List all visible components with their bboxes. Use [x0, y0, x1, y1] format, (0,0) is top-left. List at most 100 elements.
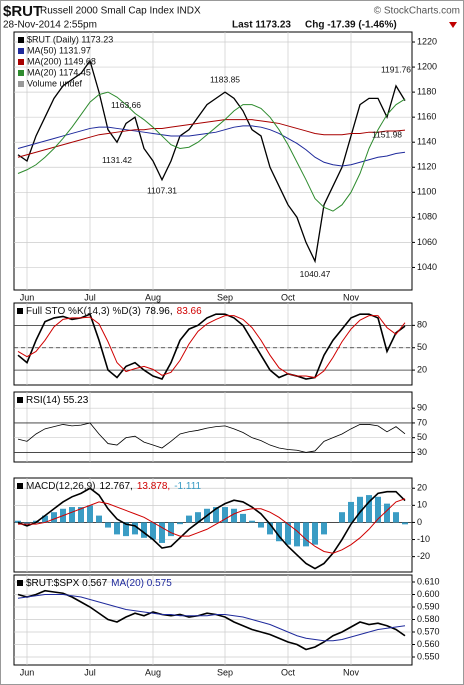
- histogram-bar: [312, 522, 318, 545]
- histogram-bar: [357, 496, 363, 523]
- series-line: [17, 315, 406, 379]
- y-tick-label: 80: [417, 320, 427, 330]
- histogram-bar: [141, 522, 147, 538]
- y-tick-label: 1120: [417, 162, 436, 172]
- histogram-bar: [42, 515, 48, 523]
- legend: MACD(12,26,9) 12.767, 13.878, -1.111: [26, 481, 202, 492]
- y-tick-label: 20: [417, 483, 427, 493]
- histogram-bar: [51, 512, 57, 523]
- legend-label: MA(20) 1174.45: [27, 67, 91, 77]
- histogram-bar: [177, 522, 183, 525]
- histogram-bar: [159, 522, 165, 543]
- y-tick-label: 0.590: [417, 601, 440, 611]
- x-tick-label: Nov: [343, 292, 360, 302]
- y-tick-label: 0.550: [417, 651, 440, 661]
- last: Last 1173.23: [232, 20, 291, 31]
- histogram-bar: [69, 507, 75, 523]
- histogram-bar: [168, 522, 174, 537]
- panel-frame: [13, 477, 413, 573]
- annotation: 1183.85: [210, 75, 240, 85]
- x-tick-label: Sep: [217, 667, 233, 677]
- legend-swatch: [18, 70, 24, 76]
- histogram-bar: [402, 522, 408, 525]
- annotation: 1040.47: [300, 269, 331, 279]
- legend-swatch: [18, 37, 24, 43]
- y-tick-label: 1060: [417, 237, 437, 247]
- x-tick-label: Aug: [145, 292, 161, 302]
- histogram-bar: [240, 513, 246, 523]
- legend-swatch: [18, 48, 24, 54]
- series-line: [18, 498, 406, 554]
- x-tick-label: Nov: [343, 667, 360, 677]
- series-line: [17, 594, 406, 642]
- x-tick-label: Oct: [281, 292, 296, 302]
- legend-swatch: [17, 483, 23, 489]
- x-tick-label: Jun: [20, 292, 35, 302]
- histogram-bar: [294, 522, 300, 547]
- legend-swatch: [18, 81, 24, 87]
- series-line: [17, 125, 406, 167]
- x-tick-label: Oct: [281, 667, 296, 677]
- legend-label: 83.66: [177, 306, 202, 317]
- y-tick-label: 50: [417, 342, 427, 352]
- legend-label: Volume undef: [27, 78, 83, 88]
- histogram-bar: [375, 496, 381, 523]
- legend: RSI(14) 55.23: [26, 395, 89, 406]
- y-tick-label: 50: [417, 432, 427, 442]
- y-tick-label: 1140: [417, 137, 436, 147]
- histogram-bar: [384, 503, 390, 523]
- annotation: 1131.42: [102, 155, 132, 165]
- series-line: [17, 91, 406, 212]
- histogram-bar: [96, 515, 102, 523]
- histogram-bar: [366, 495, 372, 523]
- credit: © StockCharts.com: [374, 6, 460, 17]
- y-tick-label: 10: [417, 500, 427, 510]
- histogram-bar: [348, 501, 354, 523]
- histogram-bar: [195, 512, 201, 523]
- histogram-bar: [114, 522, 120, 535]
- legend-title: MACD(12,26,9): [26, 481, 95, 492]
- histogram-bar: [222, 507, 228, 523]
- legend-swatch: [17, 308, 23, 314]
- histogram-bar: [267, 522, 273, 535]
- histogram-bar: [231, 508, 237, 523]
- y-tick-label: 0.610: [417, 576, 440, 586]
- legend-label: 12.767,: [99, 481, 132, 492]
- change: Chg -17.39 (-1.46%): [305, 20, 397, 31]
- histogram-bar: [24, 522, 30, 525]
- legend-title: Full STO %K(14,3) %D(3): [26, 306, 141, 317]
- y-tick-label: 0.570: [417, 626, 440, 636]
- histogram-bar: [285, 522, 291, 545]
- date: 28-Nov-2014 2:55pm: [3, 20, 97, 31]
- histogram-bar: [258, 522, 264, 528]
- legend-label: 13.878,: [137, 481, 170, 492]
- index-name: Russell 2000 Small Cap Index INDX: [40, 6, 201, 17]
- histogram-bar: [123, 522, 129, 537]
- legend-swatch: [17, 397, 23, 403]
- histogram-bar: [276, 522, 282, 542]
- symbol: $RUT: [3, 3, 42, 20]
- y-tick-label: 0: [417, 517, 422, 527]
- y-tick-label: 1180: [417, 86, 436, 96]
- histogram-bar: [78, 507, 84, 523]
- legend-label: 78.96,: [145, 306, 173, 317]
- y-tick-label: 20: [417, 364, 427, 374]
- y-tick-label: -20: [417, 551, 430, 561]
- down-arrow: [449, 22, 457, 28]
- y-tick-label: 1200: [417, 61, 437, 71]
- y-tick-label: 1160: [417, 112, 436, 122]
- series-line: [17, 59, 406, 264]
- legend: Full STO %K(14,3) %D(3) 78.96, 83.66: [26, 306, 202, 317]
- legend-label: $RUT (Daily) 1173.23: [27, 34, 113, 44]
- histogram-bar: [105, 522, 111, 528]
- panel-frame: [13, 302, 413, 386]
- legend-label: MA(50) 1131.97: [27, 45, 91, 55]
- legend-label: MA(20) 0.575: [111, 578, 172, 589]
- series-line: [17, 487, 406, 570]
- annotation: 1151.98: [372, 129, 402, 139]
- histogram-bar: [213, 507, 219, 523]
- histogram-bar: [393, 512, 399, 523]
- histogram-bar: [339, 512, 345, 523]
- y-tick-label: 1080: [417, 212, 437, 222]
